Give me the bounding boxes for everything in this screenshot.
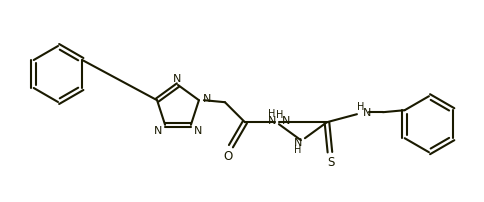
Text: N: N bbox=[154, 125, 162, 135]
Text: N: N bbox=[294, 138, 302, 147]
Text: H: H bbox=[294, 144, 302, 155]
Text: O: O bbox=[223, 149, 232, 162]
Text: S: S bbox=[327, 155, 334, 168]
Text: N: N bbox=[363, 108, 371, 118]
Text: H: H bbox=[268, 109, 275, 119]
Text: N: N bbox=[194, 125, 202, 135]
Text: N: N bbox=[203, 94, 211, 104]
Text: N: N bbox=[268, 116, 276, 126]
Text: H: H bbox=[357, 102, 364, 112]
Text: N: N bbox=[282, 116, 290, 126]
Text: N: N bbox=[173, 74, 181, 84]
Text: H: H bbox=[276, 110, 284, 120]
